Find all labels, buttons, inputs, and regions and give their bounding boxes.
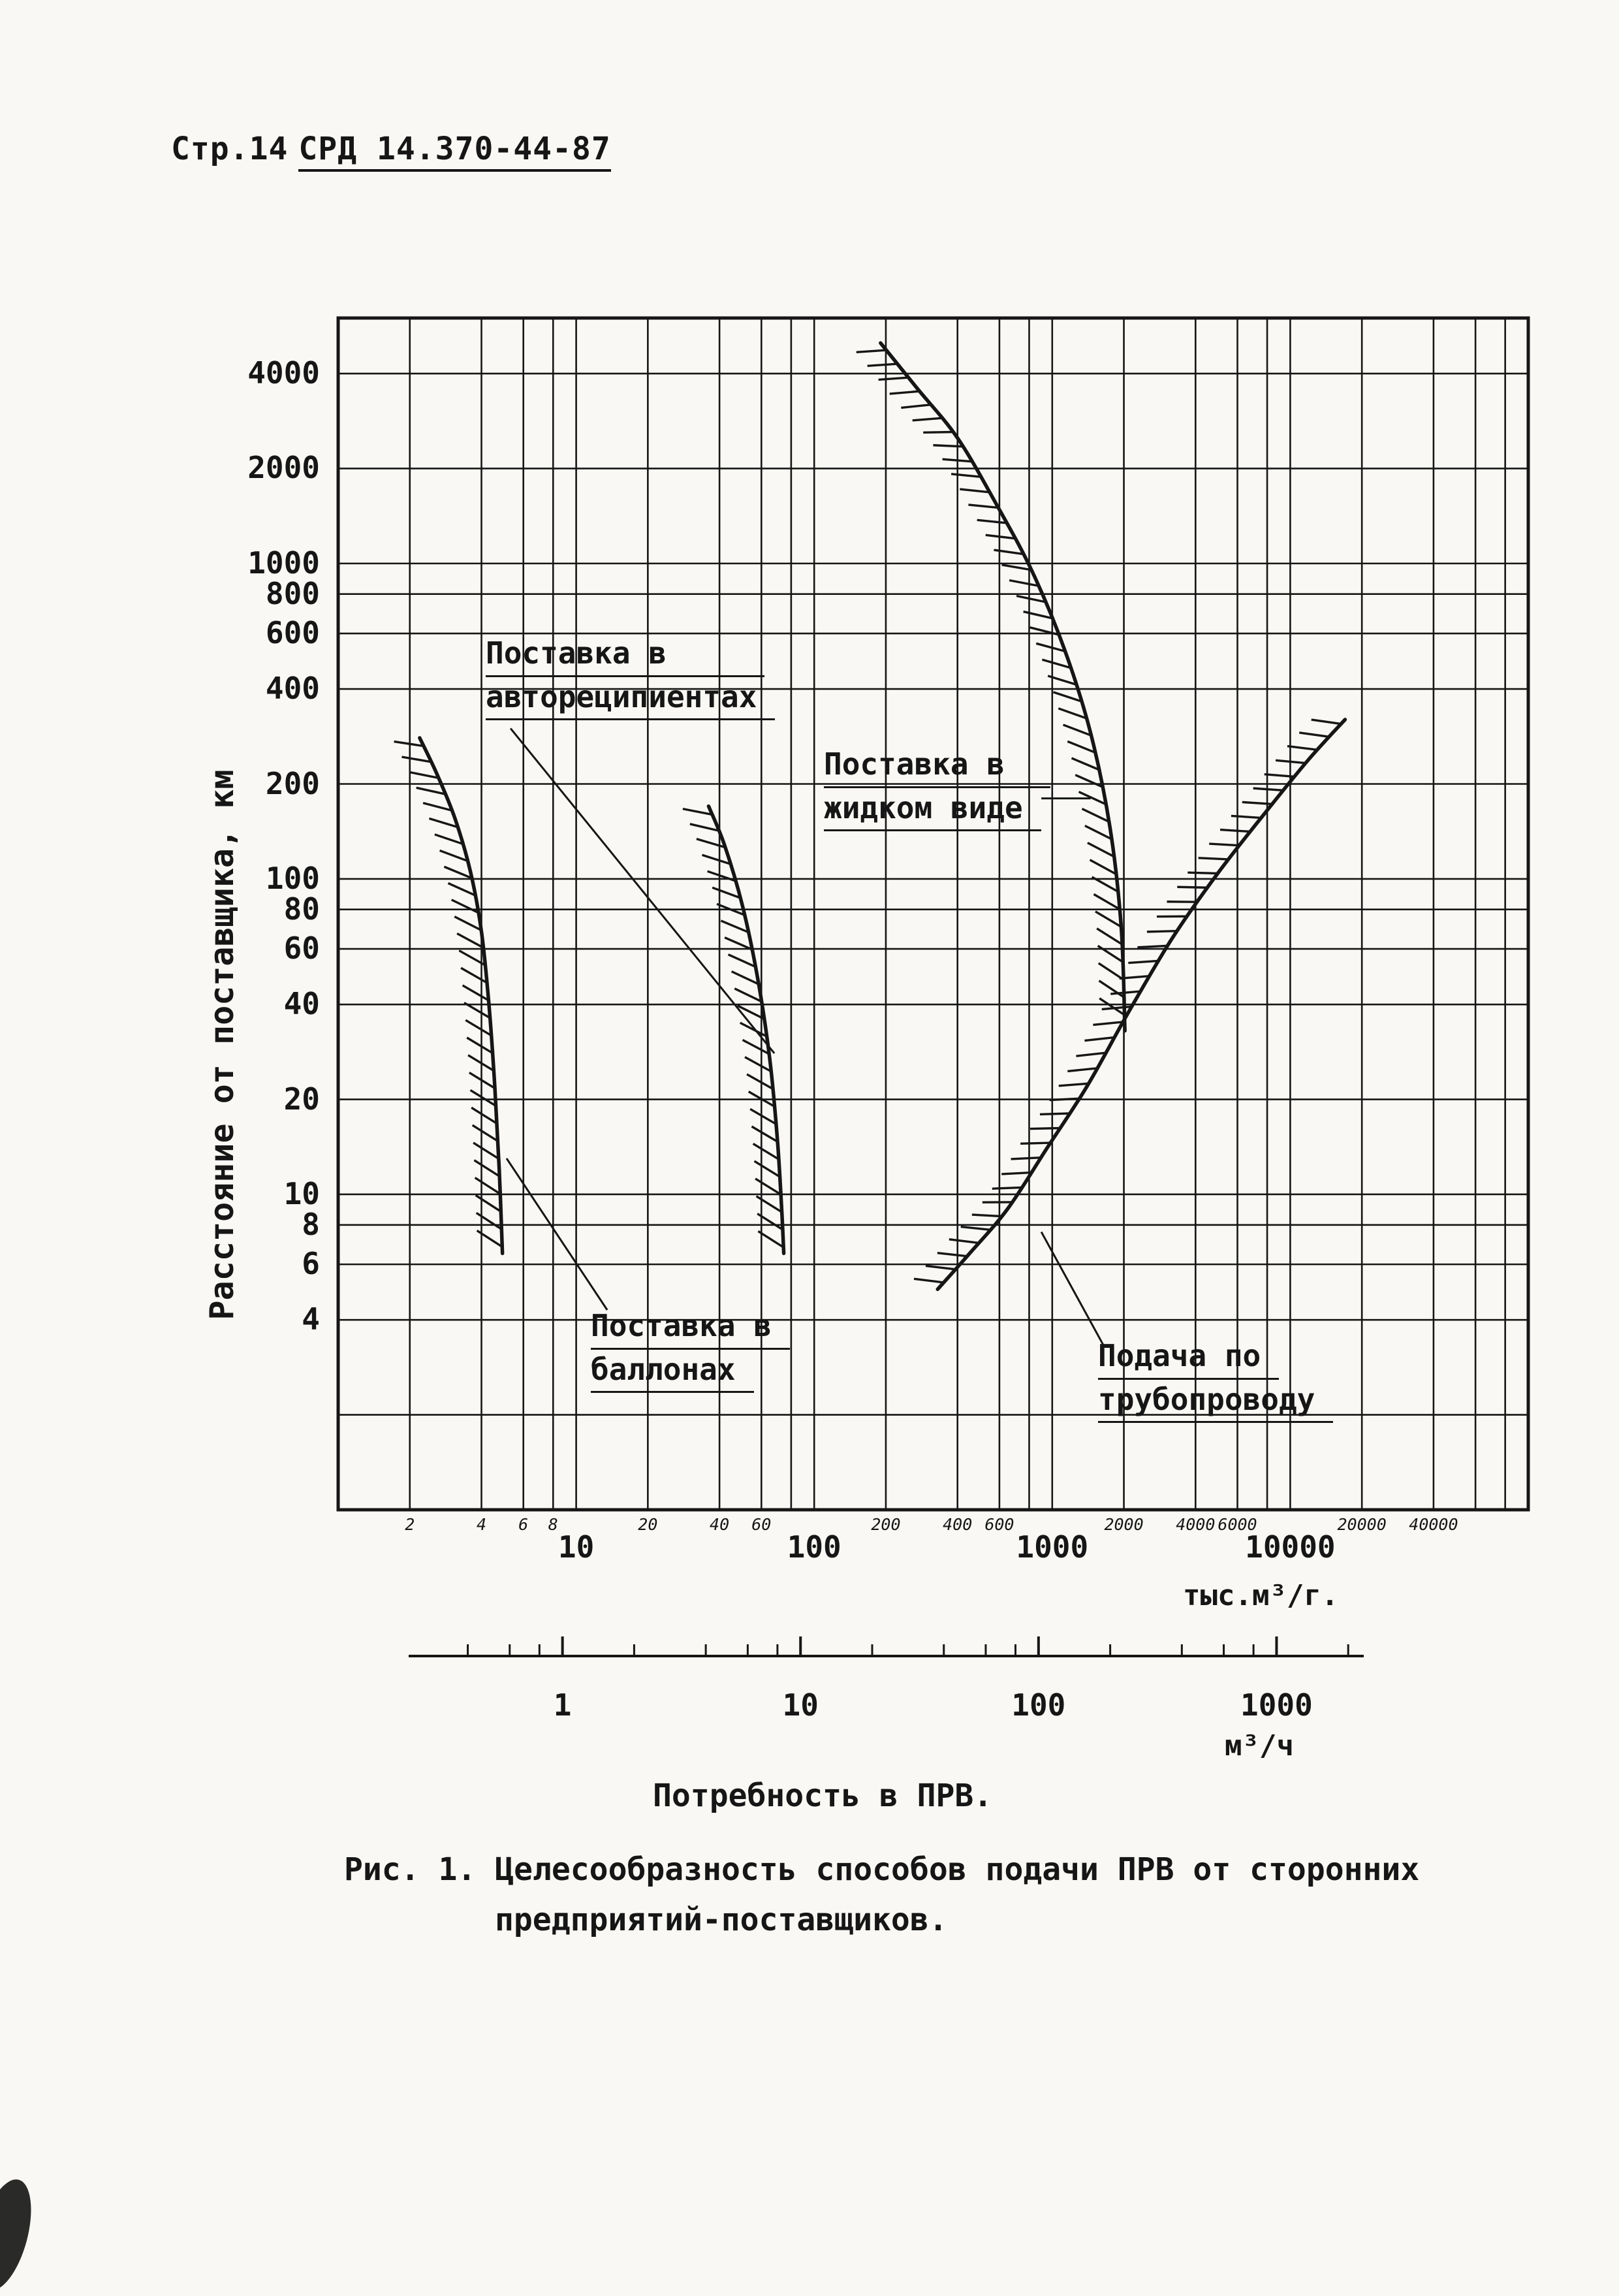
curve-label-line: трубопроводу [1098, 1380, 1333, 1424]
x-axis-major-tick-label: 100 [787, 1529, 841, 1565]
x-axis-minor-tick-label: 40 [710, 1515, 729, 1534]
y-axis-tick-label: 4 [163, 1301, 320, 1337]
x-axis-minor-tick-label: 4000 [1176, 1515, 1215, 1534]
curve-label-line: автореципиентах [486, 677, 775, 721]
y-axis-tick-label: 80 [163, 891, 320, 927]
x-axis-minor-tick-label: 8 [548, 1515, 558, 1534]
secondary-x-axis-tick-label: 100 [1011, 1687, 1065, 1723]
y-axis-tick-label: 2000 [163, 450, 320, 485]
curve-label-line: Подача по [1098, 1336, 1279, 1380]
y-axis-tick-label: 40 [163, 986, 320, 1021]
y-axis-tick-label: 600 [163, 615, 320, 650]
y-axis-title: Расстояние от поставщика, км [203, 770, 241, 1320]
y-axis-tick-label: 400 [163, 671, 320, 706]
y-axis-tick-label: 8 [163, 1207, 320, 1242]
secondary-x-axis-tick-label: 1000 [1240, 1687, 1313, 1723]
x-axis-unit-secondary: м³/ч [1225, 1729, 1294, 1762]
x-axis-minor-tick-label: 6000 [1218, 1515, 1257, 1534]
x-axis-major-tick-label: 10 [558, 1529, 594, 1565]
curve-label-line: Поставка в [824, 744, 1050, 788]
curve-label-line: Поставка в [591, 1306, 790, 1350]
curve-label-cylinders: Поставка в баллонах [591, 1306, 790, 1393]
x-axis-minor-tick-label: 2000 [1104, 1515, 1143, 1534]
x-axis-minor-tick-label: 20 [638, 1515, 657, 1534]
curve-label-line: баллонах [591, 1350, 754, 1394]
x-axis-minor-tick-label: 400 [943, 1515, 972, 1534]
x-axis-minor-tick-label: 600 [984, 1515, 1014, 1534]
x-axis-minor-tick-label: 40000 [1409, 1515, 1458, 1534]
curve-label-line: жидком виде [824, 788, 1041, 832]
y-axis-tick-label: 6 [163, 1246, 320, 1281]
x-axis-caption: Потребность в ПРВ. [653, 1778, 992, 1814]
x-axis-minor-tick-label: 200 [871, 1515, 900, 1534]
y-axis-tick-label: 4000 [163, 355, 320, 391]
x-axis-unit-primary: тыс.м³/г. [1183, 1579, 1338, 1612]
curve-label-pipeline: Подача по трубопроводу [1098, 1336, 1333, 1423]
x-axis-minor-tick-label: 6 [518, 1515, 528, 1534]
figure-caption-line1: Рис. 1. Целесообразность способов подачи… [344, 1851, 1419, 1888]
y-axis-tick-label: 200 [163, 766, 320, 801]
curve-label-liquid: Поставка в жидком виде [824, 744, 1050, 831]
y-axis-tick-label: 20 [163, 1081, 320, 1117]
x-axis-minor-tick-label: 60 [751, 1515, 771, 1534]
y-axis-tick-label: 60 [163, 931, 320, 966]
x-axis-minor-tick-label: 4 [477, 1515, 486, 1534]
figure-caption-line2: предприятий-поставщиков. [495, 1902, 948, 1938]
x-axis-major-tick-label: 1000 [1016, 1529, 1088, 1565]
curve-label-auto-recipients: Поставка в автореципиентах [486, 633, 775, 720]
x-axis-minor-tick-label: 2 [405, 1515, 415, 1534]
x-axis-minor-tick-label: 20000 [1338, 1515, 1387, 1534]
secondary-x-axis-tick-label: 10 [783, 1687, 819, 1723]
secondary-x-axis-tick-label: 1 [554, 1687, 572, 1723]
y-axis-tick-label: 800 [163, 576, 320, 611]
curve-label-line: Поставка в [486, 633, 764, 677]
x-axis-major-tick-label: 10000 [1245, 1529, 1335, 1565]
